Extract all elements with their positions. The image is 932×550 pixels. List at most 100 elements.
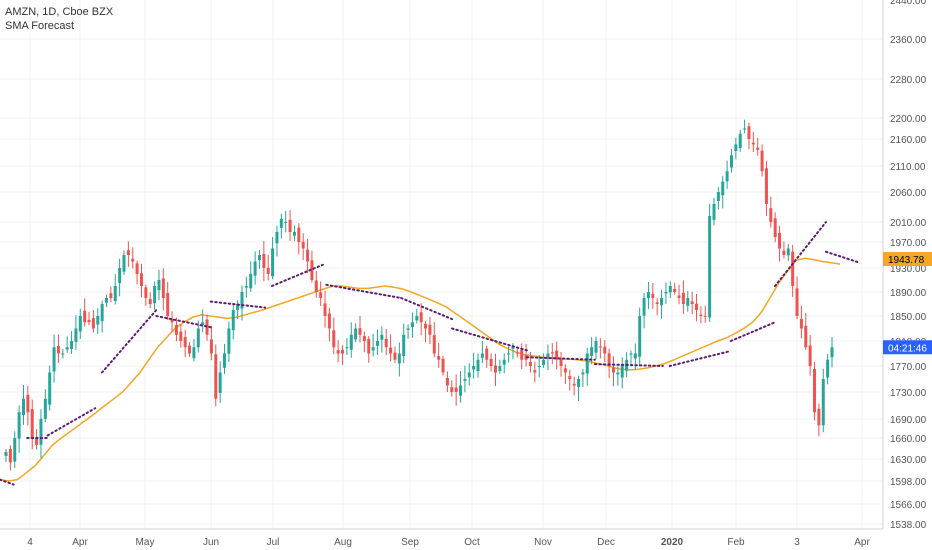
candle xyxy=(201,309,205,333)
candle xyxy=(306,238,310,274)
candle xyxy=(808,334,812,376)
candle xyxy=(729,148,733,173)
y-tick-label: 1630.00 xyxy=(890,455,927,466)
candle xyxy=(437,342,441,368)
candle xyxy=(782,241,786,259)
candle-body xyxy=(502,359,506,365)
candle xyxy=(563,364,567,385)
candle xyxy=(161,268,165,311)
candle-body xyxy=(690,301,694,304)
candle-body xyxy=(441,358,445,373)
candle xyxy=(406,324,410,340)
candle xyxy=(537,354,541,378)
candle-body xyxy=(651,293,655,298)
candle-body xyxy=(65,347,69,350)
candle xyxy=(660,289,664,319)
candle-body xyxy=(301,241,305,249)
candle xyxy=(681,280,685,315)
candle xyxy=(581,368,585,387)
candle xyxy=(310,250,314,283)
candle-body xyxy=(109,293,113,298)
candle xyxy=(349,322,353,358)
candle xyxy=(209,325,213,361)
x-tick-label: Jun xyxy=(203,537,219,548)
candle-body xyxy=(157,280,161,291)
forecast-segment xyxy=(593,363,664,367)
x-axis: 4 Apr May Jun Jul Aug Sep Oct Nov Dec 2020 Feb 3 Apr xyxy=(0,528,883,548)
candle xyxy=(428,316,432,345)
candle xyxy=(830,336,834,368)
x-tick-label: Apr xyxy=(854,537,870,548)
candle xyxy=(725,160,729,189)
candle xyxy=(677,284,681,305)
x-tick-label: 4 xyxy=(27,537,33,548)
candle xyxy=(266,254,270,281)
candle xyxy=(804,313,808,350)
candle xyxy=(480,340,484,364)
candle xyxy=(769,196,773,228)
candle-body xyxy=(533,370,537,373)
candle xyxy=(205,314,209,341)
candle-body xyxy=(43,398,47,419)
sma-layer xyxy=(0,257,841,482)
candle-body xyxy=(537,366,541,367)
candle xyxy=(319,281,323,306)
candle-body xyxy=(463,379,467,381)
candle-body xyxy=(568,376,572,379)
candle xyxy=(695,294,699,322)
candle-body xyxy=(629,353,633,355)
candle-body xyxy=(52,347,56,372)
candle xyxy=(196,320,200,353)
candle-body xyxy=(695,303,699,310)
candle xyxy=(651,283,655,309)
forecast-segment xyxy=(400,297,454,321)
forecast-segment xyxy=(451,327,528,352)
forecast-segment xyxy=(825,250,861,264)
candle xyxy=(262,241,266,282)
candle-body xyxy=(284,222,288,223)
candle-body xyxy=(332,330,336,348)
forecast-segment xyxy=(729,321,777,342)
candle-body xyxy=(498,366,502,371)
candle xyxy=(336,340,340,363)
candle-body xyxy=(91,318,95,329)
candle-body xyxy=(769,208,773,222)
candle xyxy=(572,376,576,396)
candle xyxy=(30,399,34,450)
candle-body xyxy=(201,322,205,326)
candle-body xyxy=(17,412,21,439)
price-tags: 1943.78 04:21:46 xyxy=(883,252,932,355)
candle-body xyxy=(646,292,650,299)
candle-body xyxy=(310,260,314,280)
symbol-title: AMZN, 1D, Cboe BZX xyxy=(5,6,114,18)
candle xyxy=(17,405,21,453)
candle-body xyxy=(773,218,777,237)
candle-body xyxy=(437,356,441,360)
candle xyxy=(773,212,777,243)
candle xyxy=(341,345,345,365)
candle xyxy=(826,353,830,385)
candle xyxy=(555,341,559,370)
candle xyxy=(314,270,318,298)
candle xyxy=(253,251,257,285)
legend: AMZN, 1D, Cboe BZX SMA Forecast xyxy=(5,5,113,33)
time-label: 04:21:46 xyxy=(888,343,927,354)
candle xyxy=(708,203,712,323)
candle-body xyxy=(240,292,244,309)
candle-body xyxy=(87,319,91,323)
y-tick-label: 2280.00 xyxy=(890,75,927,86)
candle xyxy=(603,340,607,363)
candle xyxy=(231,302,235,340)
candle xyxy=(638,307,642,367)
candle-body xyxy=(153,286,157,304)
candle xyxy=(550,343,554,365)
candle xyxy=(275,225,279,257)
candle-body xyxy=(384,338,388,348)
candle xyxy=(371,333,375,357)
last-price-label: 1943.78 xyxy=(888,255,925,266)
forecast-segment xyxy=(325,283,403,299)
candle-body xyxy=(804,325,808,348)
candle xyxy=(70,331,74,354)
candle xyxy=(764,160,768,216)
candle-body xyxy=(380,334,384,340)
